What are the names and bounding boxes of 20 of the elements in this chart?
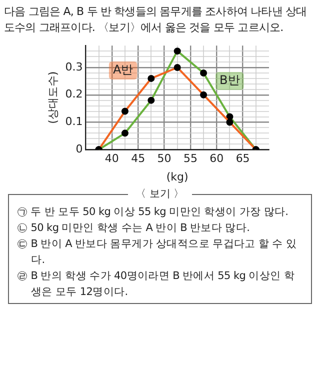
x-tick-label: 55 xyxy=(183,152,198,166)
x-tick-label: 40 xyxy=(104,152,119,166)
x-tick-label: 45 xyxy=(131,152,146,166)
text: ㉢ B 반이 A 반보다 몸무게가 상대적으로 무겁다고 할 수 있다. xyxy=(17,237,298,268)
y-tick-label: 0.3 xyxy=(65,60,83,74)
x-tick-label: 60 xyxy=(210,152,224,166)
y-tick-label: 0.1 xyxy=(65,115,83,128)
series-label: A반 xyxy=(112,62,134,77)
x-tick-label: 50 xyxy=(157,152,172,166)
chart-title: 다음 그림은 A, B 두 반 학생들의 몸무게를 조사하여 나타낸 상대도수의 그래프이다. 〈보기〉에서 옳은 것을 모두 고르시오. xyxy=(4,4,308,36)
text: 〈 보기 〉 xyxy=(128,188,192,200)
x-tick-label: 65 xyxy=(236,152,250,166)
text: ㉠ 두 반 모두 50 kg 이상 55 kg 미만인 학생이 가장 많다. xyxy=(17,205,290,220)
x-axis-title: (kg) xyxy=(166,170,188,184)
y-tick-label: 0 xyxy=(76,142,83,156)
text: ㉡ 50 kg 미만인 학생 수는 A 반이 B 반보다 많다. xyxy=(17,221,251,236)
text: ㉣ B 반의 학생 수가 40명이라면 B 반에서 55 kg 이상인 학생은 모두 12명이다. xyxy=(17,269,296,300)
y-tick-label: 0.2 xyxy=(65,88,83,101)
series-label: B반 xyxy=(220,73,240,88)
y-axis-title: (상대도수) xyxy=(46,71,60,124)
